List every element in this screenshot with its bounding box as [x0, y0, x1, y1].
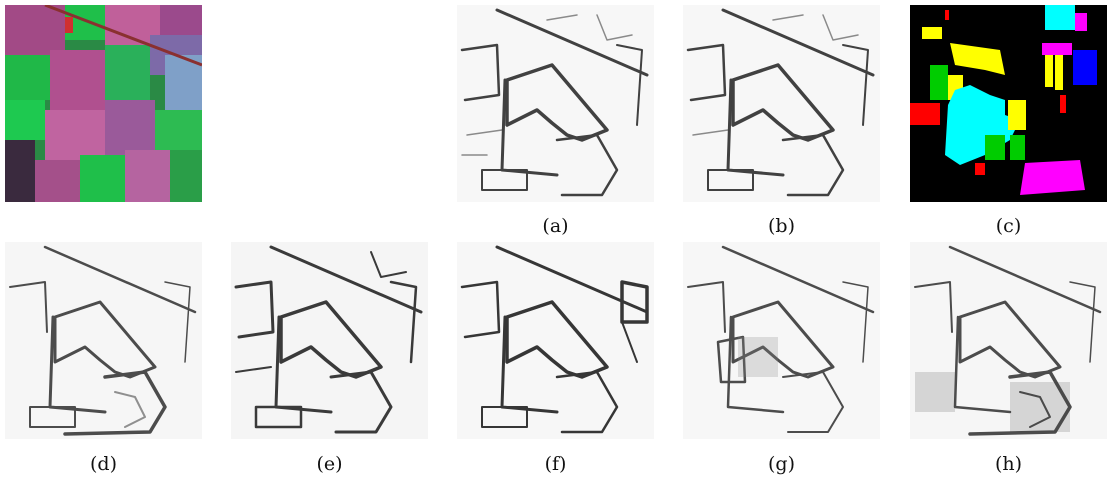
edge-map-h-svg	[910, 242, 1107, 439]
edge-map-f	[457, 242, 654, 439]
false-color-composite-image	[5, 5, 202, 202]
caption-f: (f)	[544, 453, 567, 475]
edge-map-e-svg	[231, 242, 428, 439]
edge-map-d	[5, 242, 202, 439]
caption-h: (h)	[994, 453, 1023, 475]
edge-map-a	[457, 5, 654, 202]
caption-g: (g)	[768, 453, 795, 475]
edge-map-e	[231, 242, 428, 439]
edge-map-b-svg	[683, 5, 880, 202]
edge-map-f-svg	[457, 242, 654, 439]
caption-b: (b)	[768, 215, 795, 237]
edge-map-b	[683, 5, 880, 202]
edge-map-d-svg	[5, 242, 202, 439]
edge-map-h	[910, 242, 1107, 439]
edge-map-g-svg	[683, 242, 880, 439]
caption-d: (d)	[90, 453, 117, 475]
caption-a: (a)	[542, 215, 569, 237]
false-color-composite-svg	[5, 5, 202, 202]
ground-truth-class-map	[910, 5, 1107, 202]
edge-map-g	[683, 242, 880, 439]
caption-e: (e)	[316, 453, 343, 475]
edge-map-a-svg	[457, 5, 654, 202]
ground-truth-svg	[910, 5, 1107, 202]
caption-c: (c)	[995, 215, 1022, 237]
